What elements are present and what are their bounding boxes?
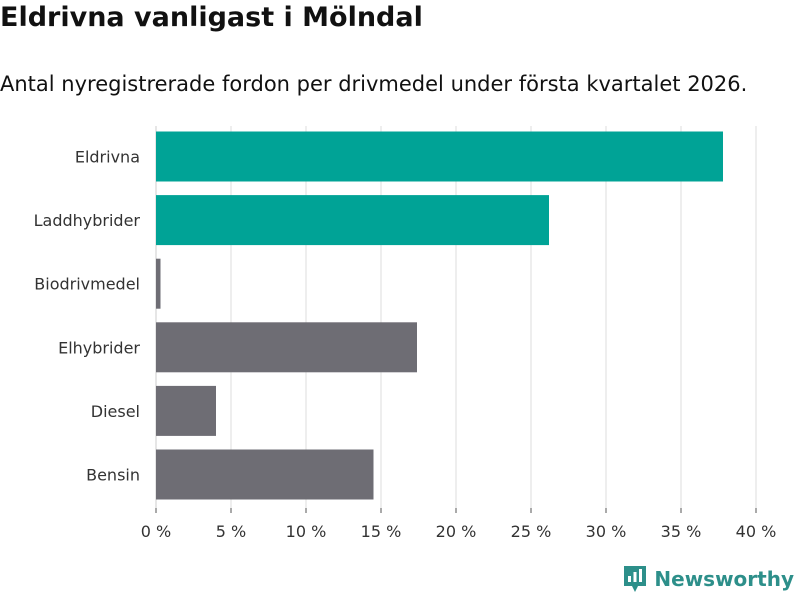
x-tick-label: 25 % bbox=[511, 522, 552, 541]
category-label: Bensin bbox=[86, 466, 140, 485]
x-tick-label: 15 % bbox=[361, 522, 402, 541]
bar-eldrivna bbox=[156, 131, 723, 182]
bar-bensin bbox=[156, 449, 374, 500]
x-tick-label: 35 % bbox=[661, 522, 702, 541]
newsworthy-logo-icon bbox=[624, 566, 647, 592]
bar-biodrivmedel bbox=[156, 258, 161, 309]
bars bbox=[156, 131, 723, 500]
x-tick-label: 10 % bbox=[286, 522, 327, 541]
gridlines bbox=[155, 126, 757, 508]
x-tick-label: 30 % bbox=[586, 522, 627, 541]
chart-subtitle: Antal nyregistrerade fordon per drivmede… bbox=[0, 72, 748, 96]
category-label: Eldrivna bbox=[75, 148, 140, 167]
brand-name: Newsworthy bbox=[654, 567, 794, 591]
category-label: Diesel bbox=[91, 402, 140, 421]
brand-logo: Newsworthy bbox=[622, 564, 794, 594]
bar-elhybrider bbox=[156, 322, 417, 373]
x-tick-label: 40 % bbox=[736, 522, 777, 541]
x-axis-ticks: 0 % 5 % 10 % 15 % 20 % 25 % 30 % 35 % 40 % bbox=[141, 508, 777, 541]
bar-diesel bbox=[156, 385, 216, 436]
category-label: Biodrivmedel bbox=[34, 275, 140, 294]
category-label: Laddhybrider bbox=[34, 211, 141, 230]
category-labels: Eldrivna Laddhybrider Biodrivmedel Elhybrid… bbox=[34, 148, 141, 485]
bar-laddhybrider bbox=[156, 195, 549, 246]
bar-chart: Eldrivna Laddhybrider Biodrivmedel Elhybrid… bbox=[34, 126, 777, 541]
x-tick-label: 0 % bbox=[141, 522, 171, 541]
x-tick-label: 5 % bbox=[216, 522, 246, 541]
chart-title: Eldrivna vanligast i Mölndal bbox=[0, 2, 423, 33]
x-tick-label: 20 % bbox=[436, 522, 477, 541]
category-label: Elhybrider bbox=[58, 338, 140, 357]
